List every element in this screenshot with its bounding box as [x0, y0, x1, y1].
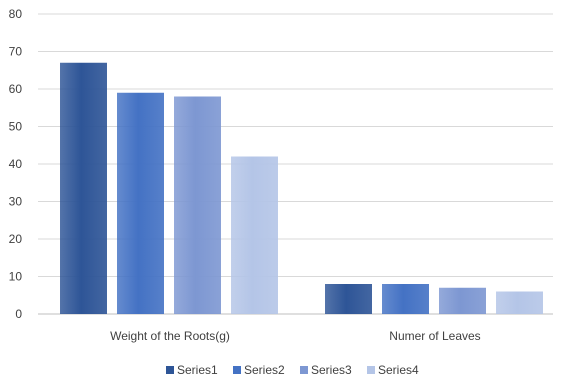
bars	[60, 62, 543, 314]
bar-series2-number-of-leaves	[382, 284, 429, 314]
legend-label-series2: Series2	[244, 363, 285, 377]
bar-series4-number-of-leaves	[496, 291, 543, 314]
y-tick-label: 50	[9, 120, 23, 134]
gridlines	[38, 13, 553, 315]
legend: Series1 Series2 Series3 Series4	[166, 363, 419, 377]
y-tick-label: 10	[9, 270, 23, 284]
y-tick-label: 60	[9, 82, 23, 96]
y-tick-label: 20	[9, 232, 23, 246]
y-tick-label: 40	[9, 157, 23, 171]
y-tick-label: 30	[9, 195, 23, 209]
y-tick-label: 80	[9, 7, 23, 21]
bar-series1-number-of-leaves	[325, 284, 372, 314]
bar-series4-weight-of-roots	[231, 156, 278, 314]
legend-swatch-series2	[233, 366, 241, 374]
legend-label-series1: Series1	[177, 363, 218, 377]
bar-series2-weight-of-roots	[117, 92, 164, 314]
y-tick-label: 0	[15, 307, 22, 321]
y-axis-ticks: 0 10 20 30 40 50 60 70 80	[9, 7, 23, 321]
bar-series3-weight-of-roots	[174, 96, 221, 314]
x-category-label: Weight of the Roots(g)	[110, 329, 230, 343]
y-tick-label: 70	[9, 45, 23, 59]
bar-series1-weight-of-roots	[60, 62, 107, 314]
legend-swatch-series3	[300, 366, 308, 374]
legend-label-series4: Series4	[378, 363, 419, 377]
legend-label-series3: Series3	[311, 363, 352, 377]
legend-swatch-series1	[166, 366, 174, 374]
legend-swatch-series4	[367, 366, 375, 374]
bar-series3-number-of-leaves	[439, 287, 486, 314]
x-category-label: Numer of Leaves	[389, 329, 480, 343]
x-axis-categories: Weight of the Roots(g) Numer of Leaves	[110, 329, 481, 343]
